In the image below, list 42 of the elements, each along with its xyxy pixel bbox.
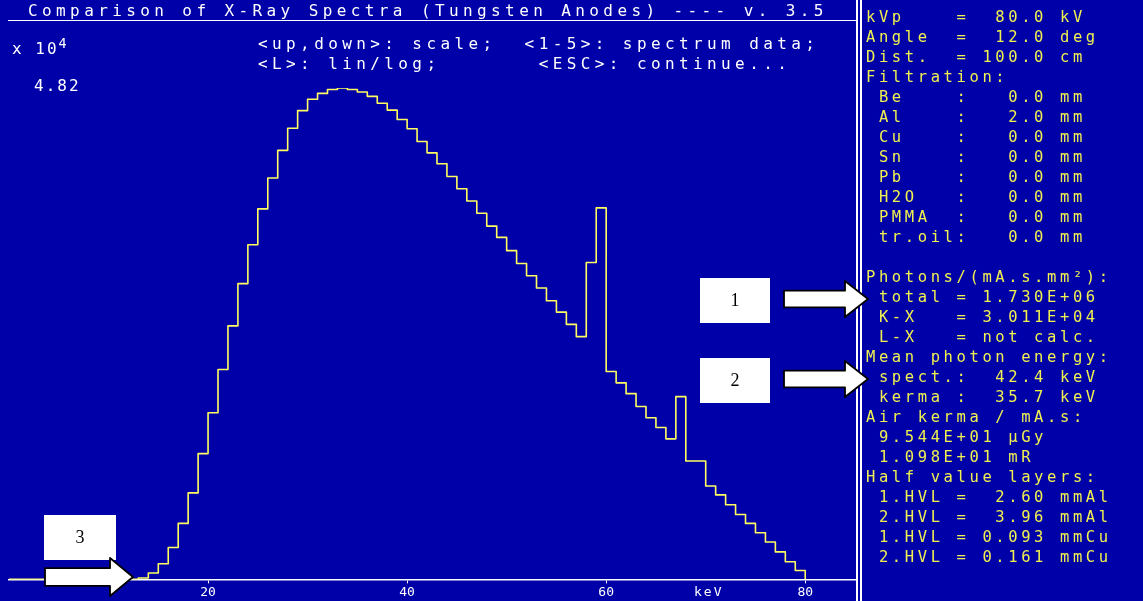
text: Cu : 0.0 mm [877, 127, 1087, 147]
callout-box: 2 [700, 358, 770, 403]
x-axis-title: keV [694, 584, 724, 599]
text: Al : 2.0 mm [877, 107, 1087, 127]
text: 9.544E+01 µGy [877, 427, 1049, 447]
text: 2.HVL = 0.161 mmCu [877, 547, 1113, 567]
callout-box: 1 [700, 278, 770, 323]
text: kerma : 35.7 keV [877, 387, 1100, 407]
chart-subtitle: <up,down>: scale; <1-5>: spectrum data; <L>: lin/log; <ESC>: continue... [258, 34, 820, 74]
text: Be : 0.0 mm [877, 87, 1087, 107]
text: Air kerma / mA.s: [866, 407, 1087, 427]
callout-box: 3 [44, 515, 116, 560]
annotation: 1 [730, 290, 740, 311]
text: total = 1.730E+06 [877, 287, 1100, 307]
text: K-X = 3.011E+04 [877, 307, 1100, 327]
text: 2.HVL = 3.96 mmAl [877, 507, 1113, 527]
text: Filtration: [866, 67, 1010, 87]
text: Half value layers: [866, 467, 1100, 487]
x-tick-label: 60 [598, 583, 614, 599]
text: Pb : 0.0 mm [877, 167, 1087, 187]
text: x 10$^{4}$ [12, 35, 69, 60]
chart-title: Comparison of X-Ray Spectra (Tungsten Anodes) ---- v. 3.5 [8, 1, 856, 21]
text: H2O : 0.0 mm [877, 187, 1087, 207]
x-tick-label: 20 [200, 583, 216, 599]
text: 1.HVL = 2.60 mmAl [877, 487, 1113, 507]
text: kVp = 80.0 kV [866, 7, 1087, 27]
text: 1.098E+01 mR [877, 447, 1036, 467]
text: tr.oil: 0.0 mm [877, 227, 1087, 247]
text: 1.HVL = 0.093 mmCu [877, 527, 1113, 547]
x-tick-label: 80 [797, 583, 814, 599]
text: Photons/(mA.s.mm²): [866, 267, 1113, 287]
text: Dist. = 100.0 cm [866, 47, 1087, 67]
text: Sn : 0.0 mm [877, 147, 1087, 167]
annotation: 4.82 [34, 76, 81, 96]
text: Mean photon energy: [866, 347, 1113, 367]
text: Angle = 12.0 deg [866, 27, 1100, 47]
text: spect.: 42.4 keV [877, 367, 1100, 387]
annotation: 2 [730, 370, 740, 391]
annotation: 3 [75, 527, 85, 548]
x-tick-label: 40 [399, 583, 415, 599]
text: PMMA : 0.0 mm [877, 207, 1087, 227]
text: L-X = not calc. [877, 327, 1100, 347]
